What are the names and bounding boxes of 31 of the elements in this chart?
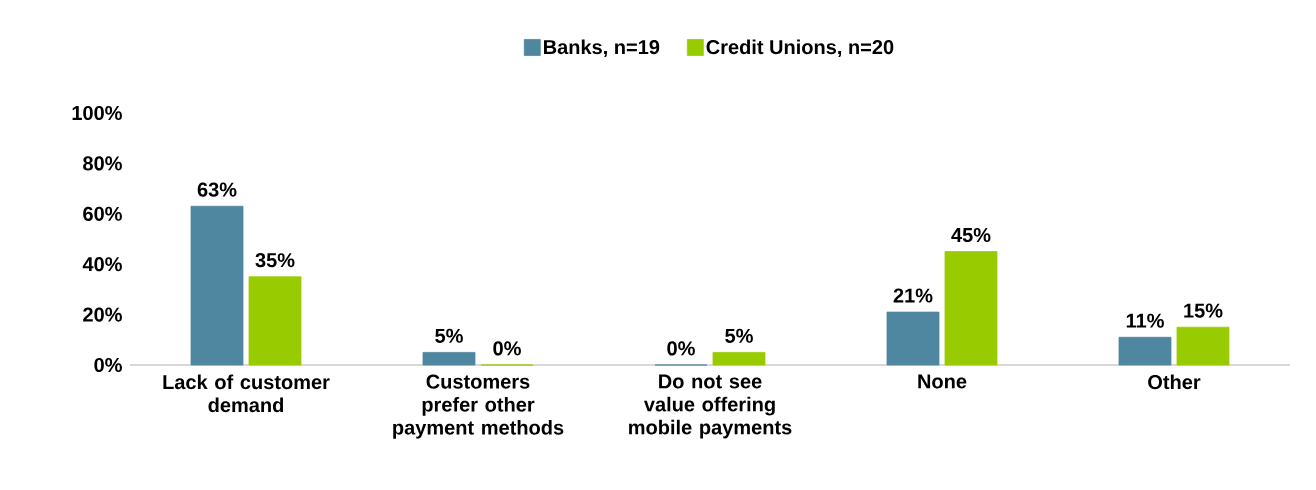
x-tick-label: Do not see value offering mobile payments [629, 374, 792, 439]
bar [190, 205, 244, 366]
legend-label: Credit Unions, n=20 [706, 39, 894, 58]
legend-label: Banks, n=19 [544, 39, 660, 58]
x-tick-label: Lack of customer demand [163, 374, 330, 413]
bar [712, 352, 766, 366]
y-tick-label: 0% [94, 357, 122, 373]
data-label: 5% [435, 328, 463, 343]
data-label: 0% [493, 341, 521, 356]
y-tick-label: 100% [72, 105, 122, 121]
bar [248, 276, 302, 366]
x-tick-label: Customers prefer other payment methods [393, 374, 564, 439]
bar [1176, 326, 1230, 366]
data-label: 11% [1126, 313, 1164, 328]
data-label: 15% [1184, 303, 1223, 318]
x-tick-label: Other [1148, 374, 1201, 390]
data-label: 0% [667, 341, 695, 356]
bar [1118, 336, 1172, 366]
x-tick-label: None [918, 374, 967, 389]
y-tick-label: 40% [82, 257, 122, 272]
data-label: 35% [255, 253, 295, 268]
bar [422, 352, 476, 366]
bar [886, 311, 940, 366]
data-label: 5% [725, 328, 753, 343]
y-tick-label: 80% [83, 156, 122, 171]
data-label: 63% [197, 182, 237, 197]
y-tick-label: 20% [83, 307, 122, 322]
y-tick-label: 60% [83, 206, 122, 221]
bar [944, 251, 998, 366]
data-label: 45% [951, 227, 991, 243]
data-label: 21% [893, 288, 933, 303]
